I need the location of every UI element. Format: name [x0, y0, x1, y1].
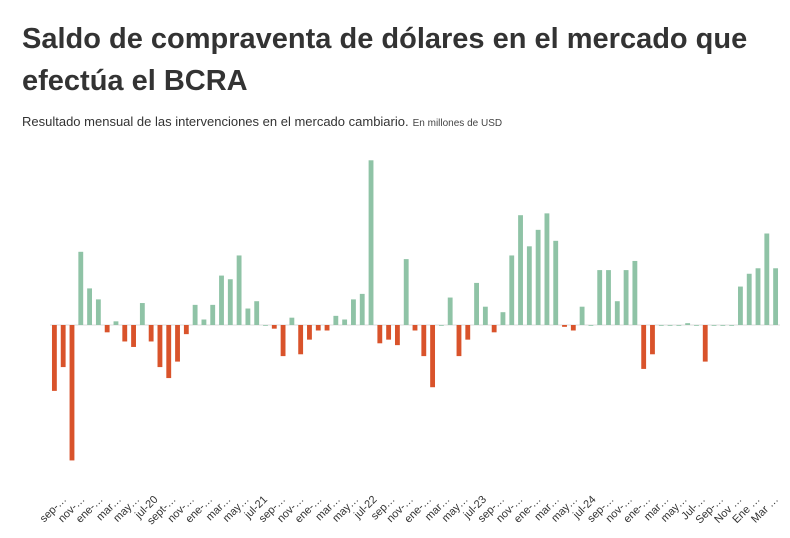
- bar-13: [166, 325, 172, 379]
- bar-77: [729, 325, 735, 326]
- bar-16: [192, 304, 198, 325]
- bar-27: [289, 317, 295, 325]
- bar-46: [456, 325, 462, 357]
- bar-48: [474, 282, 479, 325]
- bar-79: [746, 273, 752, 325]
- bar-51: [500, 312, 506, 325]
- bar-82: [773, 268, 779, 325]
- bar-64: [614, 301, 620, 325]
- bar-6: [104, 325, 110, 333]
- chart-subtitle: Resultado mensual de las intervenciones …: [22, 114, 772, 129]
- bar-9: [131, 325, 136, 347]
- bar-31: [324, 325, 330, 331]
- chart-title: Saldo de compraventa de dólares en el me…: [22, 23, 748, 97]
- bar-78: [738, 286, 743, 325]
- bar-54: [526, 246, 532, 325]
- bar-24: [263, 325, 268, 326]
- bar-59: [570, 325, 576, 331]
- bar-5: [95, 299, 101, 325]
- bar-44: [438, 325, 444, 326]
- bar-40: [403, 259, 409, 325]
- bar-38: [386, 325, 392, 340]
- bar-66: [632, 260, 638, 325]
- bar-14: [175, 325, 180, 362]
- bar-73: [694, 325, 699, 326]
- bar-2: [69, 325, 75, 461]
- bar-75: [711, 325, 717, 326]
- bar-19: [219, 275, 224, 325]
- bar-30: [315, 325, 321, 331]
- bar-61: [588, 325, 594, 326]
- bar-53: [518, 215, 523, 325]
- bar-71: [676, 325, 682, 326]
- bar-22: [245, 308, 251, 325]
- bar-49: [482, 306, 488, 325]
- bar-11: [148, 325, 154, 342]
- bar-76: [720, 325, 726, 326]
- bar-28: [298, 325, 304, 355]
- bar-8: [122, 325, 128, 342]
- bar-17: [201, 319, 207, 325]
- bar-32: [333, 315, 339, 325]
- bar-56: [544, 213, 550, 325]
- bar-67: [641, 325, 647, 369]
- bar-43: [430, 325, 436, 388]
- bar-34: [351, 299, 356, 325]
- bar-12: [157, 325, 163, 368]
- bar-45: [447, 297, 453, 325]
- bar-68: [650, 325, 655, 355]
- bar-1: [60, 325, 66, 368]
- bar-58: [562, 325, 567, 327]
- bar-80: [755, 268, 761, 325]
- bar-36: [368, 160, 374, 325]
- bar-41: [412, 325, 418, 331]
- bar-35: [359, 293, 365, 325]
- bar-10: [139, 303, 145, 325]
- bar-39: [394, 325, 400, 346]
- bar-72: [685, 323, 691, 325]
- bar-69: [658, 325, 664, 326]
- bar-60: [579, 306, 585, 325]
- bar-37: [377, 325, 383, 344]
- bar-42: [421, 325, 427, 357]
- bar-65: [623, 270, 629, 325]
- bar-7: [113, 321, 119, 325]
- bar-63: [606, 270, 611, 325]
- bar-20: [227, 279, 233, 325]
- unit-note: En millones de USD: [412, 118, 503, 129]
- bar-57: [553, 240, 559, 325]
- bar-4: [87, 288, 92, 325]
- bar-52: [509, 255, 515, 325]
- bar-25: [271, 325, 277, 329]
- bar-23: [254, 301, 260, 325]
- bar-33: [342, 319, 348, 325]
- bar-3: [78, 251, 84, 325]
- bar-18: [210, 304, 216, 325]
- bar-21: [236, 255, 242, 325]
- bar-70: [667, 325, 673, 326]
- subtitle-text: Resultado mensual de las intervenciones …: [22, 114, 409, 129]
- bar-62: [597, 270, 603, 325]
- bar-74: [702, 325, 708, 362]
- bar-55: [535, 229, 541, 325]
- bar-15: [183, 325, 189, 335]
- bar-50: [491, 325, 497, 333]
- bar-0: [51, 325, 57, 391]
- bar-29: [307, 325, 312, 340]
- bar-47: [465, 325, 471, 340]
- bar-26: [280, 325, 286, 357]
- bar-81: [764, 233, 770, 325]
